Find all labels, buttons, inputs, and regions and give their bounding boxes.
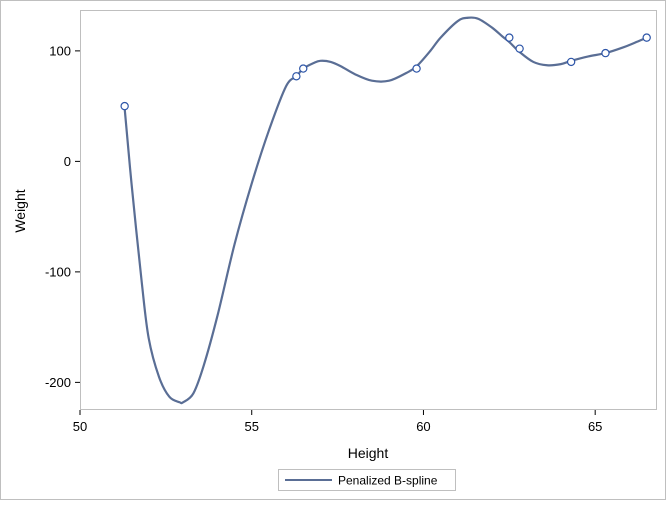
data-point xyxy=(566,57,576,67)
plot-frame xyxy=(80,10,657,410)
y-tick-label: -200 xyxy=(45,375,71,390)
x-tick-label: 55 xyxy=(244,419,258,434)
series-line xyxy=(123,16,648,405)
x-tick-label: 60 xyxy=(416,419,430,434)
x-axis-title: Height xyxy=(348,445,389,461)
y-tick-label: 100 xyxy=(49,43,71,58)
data-point xyxy=(299,64,308,73)
y-tick-label: 0 xyxy=(64,154,71,169)
data-point xyxy=(505,33,514,42)
data-point xyxy=(412,64,421,73)
data-point xyxy=(120,101,129,111)
x-tick-label: 65 xyxy=(588,419,602,434)
x-tick-label: 50 xyxy=(73,419,87,434)
data-point xyxy=(601,48,610,58)
data-point xyxy=(642,33,651,42)
data-point xyxy=(292,72,301,81)
plot-area: 50 55 60 65 -200 -100 0 100 xyxy=(45,10,657,434)
y-axis-title: Weight xyxy=(12,189,28,232)
data-point xyxy=(515,44,524,53)
legend-frame xyxy=(278,469,456,491)
y-tick-label: -100 xyxy=(45,264,71,279)
legend: Penalized B-spline xyxy=(278,469,456,491)
legend-label: Penalized B-spline xyxy=(338,474,438,488)
